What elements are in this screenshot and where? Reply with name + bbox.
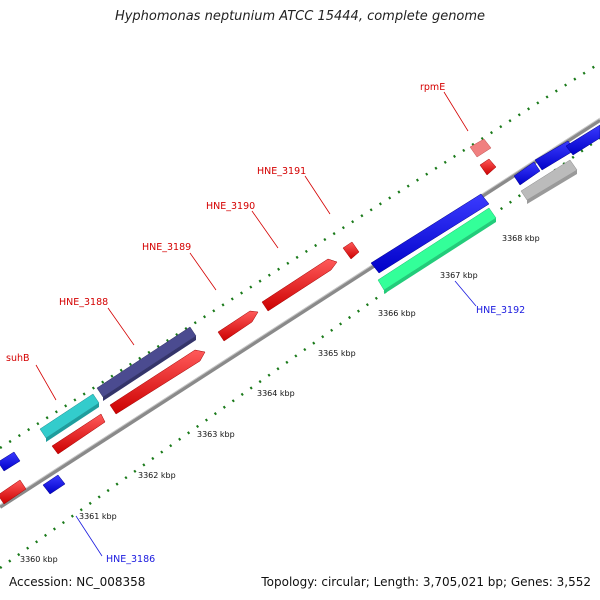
gene-feature-purple[interactable] bbox=[96, 326, 197, 401]
reverse-strand-genes bbox=[0, 124, 600, 495]
gene-label-rpme[interactable]: rpmE bbox=[420, 82, 445, 93]
topology-text: Topology: circular; Length: 3,705,021 bp… bbox=[261, 575, 591, 589]
gene-feature[interactable] bbox=[342, 241, 360, 260]
backbone bbox=[0, 117, 600, 509]
gene-feature-mint[interactable] bbox=[377, 207, 497, 294]
gene-feature[interactable] bbox=[469, 138, 492, 158]
map-title: Hyphomonas neptunium ATCC 15444, complet… bbox=[114, 9, 486, 24]
tick-label: 3360 kbp bbox=[20, 555, 58, 564]
tick-label: 3362 kbp bbox=[138, 471, 176, 480]
gene-feature[interactable] bbox=[42, 474, 66, 495]
accession-text: Accession: NC_008358 bbox=[9, 575, 146, 589]
gene-feature[interactable] bbox=[565, 124, 600, 156]
gene-feature[interactable] bbox=[0, 479, 27, 505]
gene-feature[interactable] bbox=[513, 161, 541, 186]
gene-feature[interactable] bbox=[261, 258, 338, 312]
tick-label: 3367 kbp bbox=[440, 271, 478, 280]
tick-label: 3361 kbp bbox=[79, 512, 117, 521]
tick-label: 3365 kbp bbox=[318, 349, 356, 358]
gene-labels: suhB HNE_3188 HNE_3189 HNE_3190 HNE_3191… bbox=[6, 82, 525, 565]
gene-feature-cyan[interactable] bbox=[39, 393, 100, 442]
outer-tick-track bbox=[0, 61, 600, 450]
gene-feature[interactable] bbox=[0, 451, 21, 472]
gene-label-hne-3186[interactable]: HNE_3186 bbox=[106, 554, 155, 565]
tick-label: 3366 kbp bbox=[378, 309, 416, 318]
gene-feature[interactable] bbox=[217, 310, 259, 342]
gene-label-suhb[interactable]: suhB bbox=[6, 353, 30, 364]
gene-label-hne-3192[interactable]: HNE_3192 bbox=[476, 305, 525, 316]
gene-feature[interactable] bbox=[109, 349, 206, 415]
gene-label-hne-3191[interactable]: HNE_3191 bbox=[257, 166, 306, 177]
gene-feature[interactable] bbox=[51, 413, 106, 455]
gene-feature-grey[interactable] bbox=[520, 159, 578, 204]
inner-tick-track bbox=[0, 136, 600, 570]
label-leader-lines bbox=[35, 91, 477, 557]
kbp-labels: 3360 kbp 3361 kbp 3362 kbp 3363 kbp 3364… bbox=[20, 234, 540, 564]
gene-label-hne-3188[interactable]: HNE_3188 bbox=[59, 297, 108, 308]
forward-strand-genes bbox=[0, 138, 497, 505]
gene-feature[interactable] bbox=[370, 193, 490, 274]
gene-label-hne-3189[interactable]: HNE_3189 bbox=[142, 242, 191, 253]
tick-label: 3363 kbp bbox=[197, 430, 235, 439]
tick-label: 3364 kbp bbox=[257, 389, 295, 398]
gene-feature[interactable] bbox=[479, 158, 497, 176]
gene-label-hne-3190[interactable]: HNE_3190 bbox=[206, 201, 255, 212]
tick-label: 3368 kbp bbox=[502, 234, 540, 243]
